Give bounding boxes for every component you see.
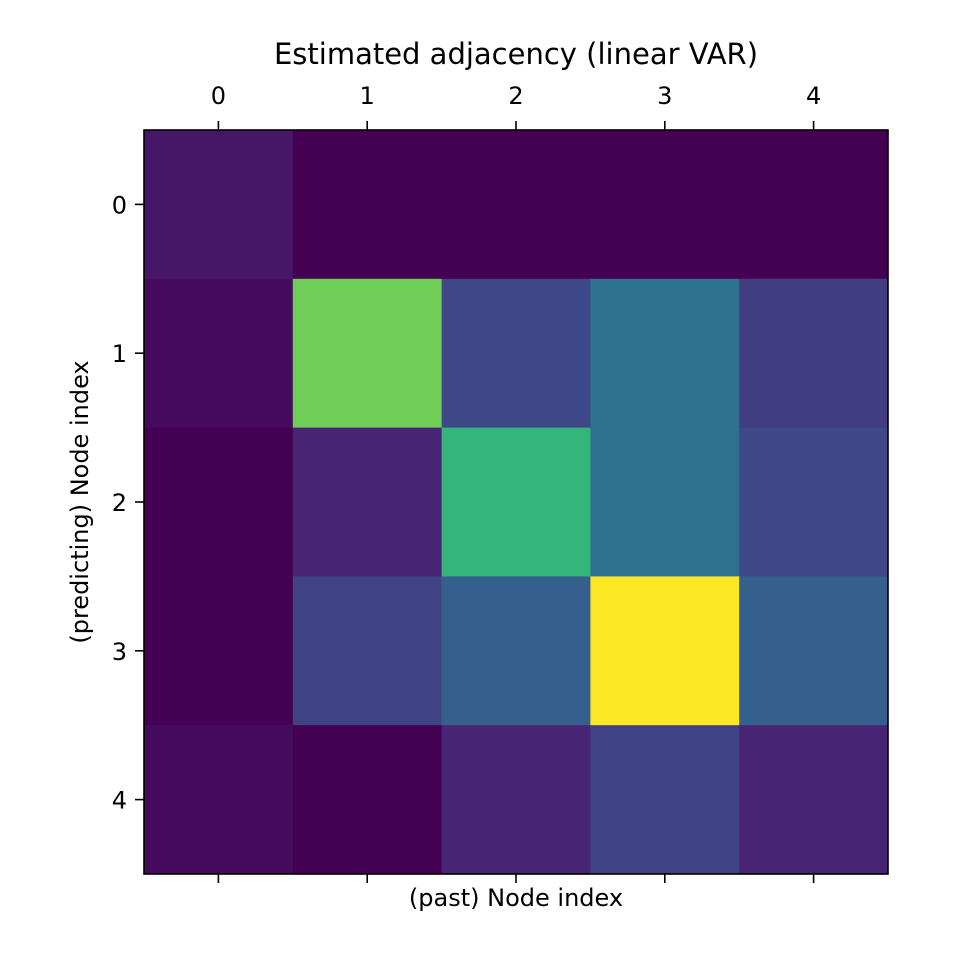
heatmap-cell-3-0: [144, 576, 294, 726]
heatmap-cell-0-3: [590, 130, 740, 280]
axis-ticks: 0 1 2 3 4 0 1 2 3 4: [112, 82, 821, 883]
heatmap-cell-2-1: [292, 427, 443, 577]
heatmap-cell-3-2: [441, 576, 591, 726]
heatmap-cell-4-4: [739, 725, 889, 875]
heatmap-cell-4-0: [144, 725, 294, 875]
plot-frame: [143, 129, 889, 875]
heatmap-cell-1-0: [144, 278, 294, 429]
heatmap-cells: [144, 130, 889, 875]
heatmap-cell-0-4: [739, 130, 889, 280]
heatmap-cell-3-1: [292, 576, 443, 726]
heatmap-cell-4-3: [590, 725, 740, 875]
y-tick-label-3: 3: [112, 638, 127, 666]
heatmap-cell-2-0: [144, 427, 294, 577]
y-tick-label-0: 0: [112, 191, 127, 219]
heatmap-cell-1-4: [739, 278, 889, 429]
x-tick-label-0: 0: [211, 82, 226, 110]
heatmap-cell-0-0: [144, 130, 294, 280]
heatmap-cell-1-1: [292, 278, 443, 429]
heatmap-cell-3-3: [590, 576, 740, 726]
y-tick-label-1: 1: [112, 340, 127, 368]
y-axis-label: (predicting) Node index: [66, 360, 94, 643]
heatmap-cell-0-2: [441, 130, 591, 280]
y-tick-label-4: 4: [112, 787, 127, 815]
heatmap-cell-3-4: [739, 576, 889, 726]
y-tick-label-2: 2: [112, 489, 127, 517]
heatmap-cell-2-4: [739, 427, 889, 577]
heatmap-cell-0-1: [292, 130, 443, 280]
heatmap-cell-2-3: [590, 427, 740, 577]
heatmap-cell-1-2: [441, 278, 591, 429]
x-tick-label-4: 4: [806, 82, 821, 110]
x-axis-label: (past) Node index: [409, 884, 623, 912]
x-tick-label-1: 1: [360, 82, 375, 110]
x-tick-label-2: 2: [508, 82, 523, 110]
heatmap-cell-2-2: [441, 427, 591, 577]
heatmap-cell-1-3: [590, 278, 740, 429]
heatmap-cell-4-2: [441, 725, 591, 875]
x-tick-label-3: 3: [657, 82, 672, 110]
heatmap-cell-4-1: [292, 725, 443, 875]
chart-title: Estimated adjacency (linear VAR): [274, 37, 758, 71]
